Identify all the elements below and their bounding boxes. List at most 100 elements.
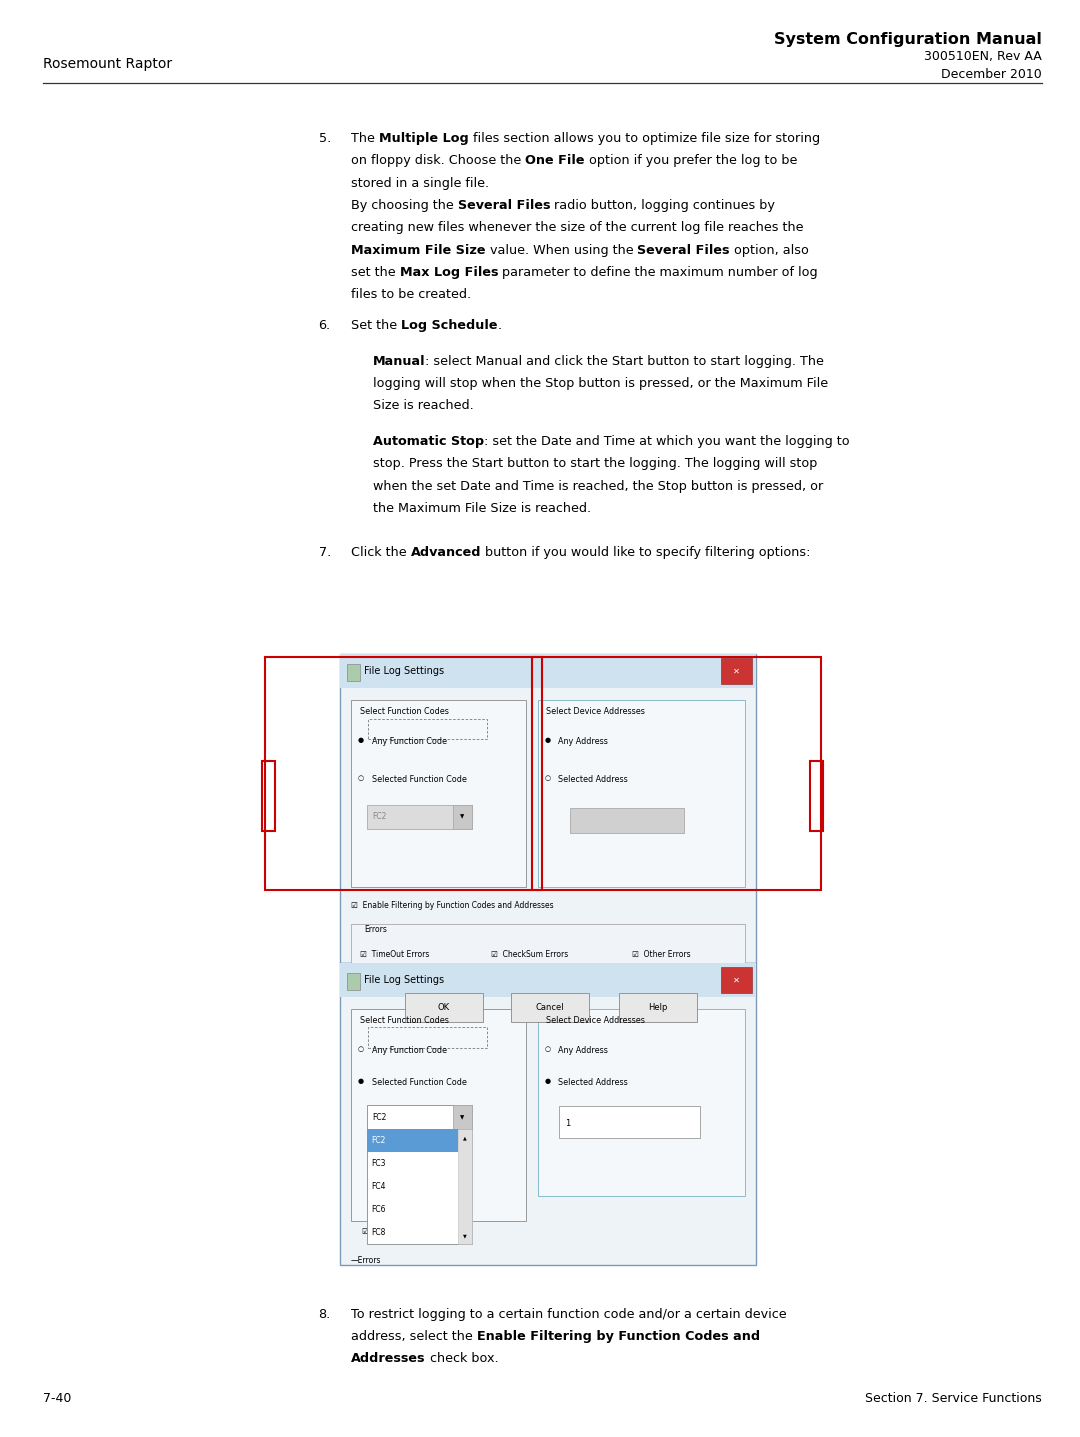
FancyBboxPatch shape: [340, 963, 756, 1265]
Text: Any Address: Any Address: [558, 737, 608, 746]
Text: ✕: ✕: [733, 667, 740, 675]
FancyBboxPatch shape: [340, 963, 756, 997]
Text: By choosing the: By choosing the: [351, 198, 458, 213]
FancyBboxPatch shape: [619, 993, 697, 1022]
FancyBboxPatch shape: [340, 654, 756, 963]
Text: OK: OK: [437, 1003, 450, 1012]
FancyBboxPatch shape: [367, 805, 472, 829]
Text: when the set Date and Time is reached, the Stop button is pressed, or: when the set Date and Time is reached, t…: [373, 480, 823, 493]
Text: ☑  Other Errors: ☑ Other Errors: [632, 950, 690, 958]
Text: parameter to define the maximum number of log: parameter to define the maximum number o…: [498, 266, 818, 279]
Text: : set the Date and Time at which you want the logging to: : set the Date and Time at which you wan…: [484, 435, 849, 448]
Text: File Log Settings: File Log Settings: [364, 667, 444, 675]
Text: ○: ○: [357, 1046, 364, 1052]
Text: 5.: 5.: [319, 132, 330, 145]
FancyBboxPatch shape: [340, 654, 756, 688]
Text: ●: ●: [357, 1078, 364, 1083]
Text: option if you prefer the log to be: option if you prefer the log to be: [584, 154, 797, 168]
FancyBboxPatch shape: [511, 993, 589, 1022]
Text: Set the: Set the: [351, 319, 401, 332]
FancyBboxPatch shape: [458, 1129, 472, 1244]
Text: creating new files whenever the size of the current log file reaches the: creating new files whenever the size of …: [351, 221, 804, 234]
FancyBboxPatch shape: [453, 805, 472, 829]
Text: Help: Help: [648, 1003, 667, 1012]
FancyBboxPatch shape: [367, 1129, 472, 1244]
FancyBboxPatch shape: [351, 1009, 526, 1221]
Text: FC8: FC8: [372, 1229, 386, 1237]
Text: FC4: FC4: [372, 1183, 386, 1191]
Text: .: .: [498, 319, 502, 332]
Text: ▼: ▼: [463, 1233, 467, 1239]
Text: Selected Address: Selected Address: [558, 1078, 629, 1086]
Text: Click the: Click the: [351, 546, 410, 559]
Text: stored in a single file.: stored in a single file.: [351, 177, 489, 190]
Text: Section 7. Service Functions: Section 7. Service Functions: [865, 1392, 1042, 1405]
Text: ●: ●: [544, 737, 551, 743]
Text: ☑  Ena: ☑ Ena: [362, 1227, 388, 1236]
Text: Selected Address: Selected Address: [558, 775, 629, 783]
Bar: [265, 657, 542, 890]
FancyBboxPatch shape: [367, 1129, 458, 1152]
FancyBboxPatch shape: [347, 973, 360, 990]
FancyBboxPatch shape: [351, 700, 526, 887]
Text: ✕: ✕: [733, 976, 740, 984]
Text: Select Function Codes: Select Function Codes: [360, 1016, 448, 1025]
Text: Any Function Code: Any Function Code: [372, 737, 446, 746]
Text: value. When using the: value. When using the: [486, 243, 637, 257]
Text: Several Files: Several Files: [637, 243, 730, 257]
Text: address, select the: address, select the: [351, 1331, 476, 1344]
Text: System Configuration Manual: System Configuration Manual: [774, 32, 1042, 46]
Text: ▼: ▼: [460, 815, 464, 819]
Bar: [262, 762, 275, 831]
Text: Several Files: Several Files: [458, 198, 550, 213]
Text: Select Function Codes: Select Function Codes: [360, 707, 448, 716]
Text: Selected Function Code: Selected Function Code: [372, 775, 467, 783]
Text: One File: One File: [525, 154, 584, 168]
Text: ▲: ▲: [463, 1135, 467, 1141]
Text: ☑  TimeOut Errors: ☑ TimeOut Errors: [360, 950, 429, 958]
Text: Log Schedule: Log Schedule: [401, 319, 498, 332]
Text: 6.: 6.: [319, 319, 330, 332]
Text: Max Log Files: Max Log Files: [400, 266, 498, 279]
Text: radio button, logging continues by: radio button, logging continues by: [550, 198, 775, 213]
Text: Rosemount Raptor: Rosemount Raptor: [43, 57, 173, 72]
Text: 1: 1: [565, 1119, 570, 1128]
FancyBboxPatch shape: [538, 1009, 745, 1196]
Text: Multiple Log: Multiple Log: [379, 132, 469, 145]
Text: check box.: check box.: [426, 1352, 498, 1365]
Text: 300510EN, Rev AA: 300510EN, Rev AA: [924, 50, 1042, 63]
Text: Select Device Addresses: Select Device Addresses: [546, 1016, 646, 1025]
Text: The: The: [351, 132, 379, 145]
Text: 7.: 7.: [319, 546, 330, 559]
Text: December 2010: December 2010: [942, 68, 1042, 80]
Text: ▼: ▼: [460, 1115, 464, 1119]
Text: ○: ○: [357, 775, 364, 780]
Text: stop. Press the Start button to start the logging. The logging will stop: stop. Press the Start button to start th…: [373, 457, 816, 470]
Text: files to be created.: files to be created.: [351, 287, 471, 302]
FancyBboxPatch shape: [538, 700, 745, 887]
Text: Any Function Code: Any Function Code: [372, 1046, 446, 1055]
Text: FC2: FC2: [373, 1112, 387, 1122]
Text: Size is reached.: Size is reached.: [373, 399, 473, 412]
Text: Addresses: Addresses: [351, 1352, 426, 1365]
Text: Select Device Addresses: Select Device Addresses: [546, 707, 646, 716]
FancyBboxPatch shape: [351, 924, 745, 979]
Text: on floppy disk. Choose the: on floppy disk. Choose the: [351, 154, 525, 168]
Text: set the: set the: [351, 266, 400, 279]
Text: ○: ○: [544, 1046, 551, 1052]
Text: option, also: option, also: [730, 243, 809, 257]
Text: ○: ○: [544, 775, 551, 780]
FancyBboxPatch shape: [347, 664, 360, 681]
Text: files section allows you to optimize file size for storing: files section allows you to optimize fil…: [469, 132, 820, 145]
FancyBboxPatch shape: [405, 993, 483, 1022]
Text: ●: ●: [544, 1078, 551, 1083]
Text: —Errors: —Errors: [351, 1256, 381, 1265]
Text: FC2: FC2: [373, 812, 387, 822]
FancyBboxPatch shape: [559, 1106, 700, 1138]
Text: To restrict logging to a certain function code and/or a certain device: To restrict logging to a certain functio…: [351, 1308, 786, 1321]
Text: ☑  CheckSum Errors: ☑ CheckSum Errors: [491, 950, 569, 958]
FancyBboxPatch shape: [570, 808, 684, 833]
Bar: [810, 762, 823, 831]
Text: Manual: Manual: [373, 355, 426, 368]
Text: : select Manual and click the Start button to start logging. The: : select Manual and click the Start butt…: [426, 355, 824, 368]
